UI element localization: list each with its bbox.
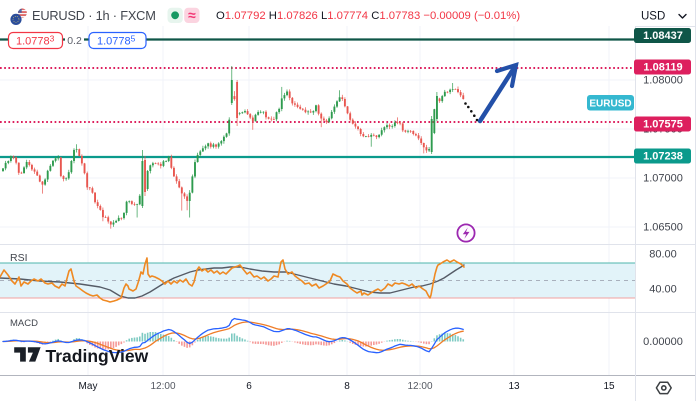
svg-text:1.08000: 1.08000: [643, 75, 683, 87]
svg-text:13: 13: [508, 381, 520, 392]
svg-text:1.07575: 1.07575: [643, 119, 683, 131]
svg-text:MACD: MACD: [10, 318, 38, 329]
svg-text:1.06500: 1.06500: [643, 222, 683, 234]
svg-text:1.08119: 1.08119: [643, 62, 682, 74]
svg-text:TradingView: TradingView: [46, 346, 149, 366]
svg-text:1.08437: 1.08437: [643, 30, 683, 42]
svg-text:May: May: [79, 381, 98, 392]
svg-text:12:00: 12:00: [150, 381, 175, 392]
svg-text:1.07238: 1.07238: [643, 151, 683, 163]
svg-text:0.2: 0.2: [67, 35, 82, 47]
svg-text:EURUSD: EURUSD: [589, 99, 631, 110]
svg-text:USD: USD: [641, 11, 665, 23]
svg-text:≈: ≈: [188, 7, 196, 23]
svg-text:15: 15: [603, 381, 615, 392]
svg-text:1.07785: 1.07785: [97, 34, 136, 48]
svg-text:1.07000: 1.07000: [643, 173, 683, 185]
svg-text:6: 6: [246, 381, 252, 392]
svg-text:1.07783: 1.07783: [16, 34, 55, 48]
svg-text:EURUSD · 1h · FXCM: EURUSD · 1h · FXCM: [32, 8, 156, 23]
svg-text:RSI: RSI: [10, 252, 28, 264]
svg-text:8: 8: [344, 381, 350, 392]
svg-text:0.00000: 0.00000: [643, 336, 683, 348]
svg-text:O1.07792 H1.07826 L1.07774 C1.: O1.07792 H1.07826 L1.07774 C1.07783 −0.0…: [216, 10, 520, 22]
svg-text:80.00: 80.00: [649, 249, 677, 261]
svg-text:40.00: 40.00: [649, 284, 677, 296]
svg-text:12:00: 12:00: [407, 381, 432, 392]
